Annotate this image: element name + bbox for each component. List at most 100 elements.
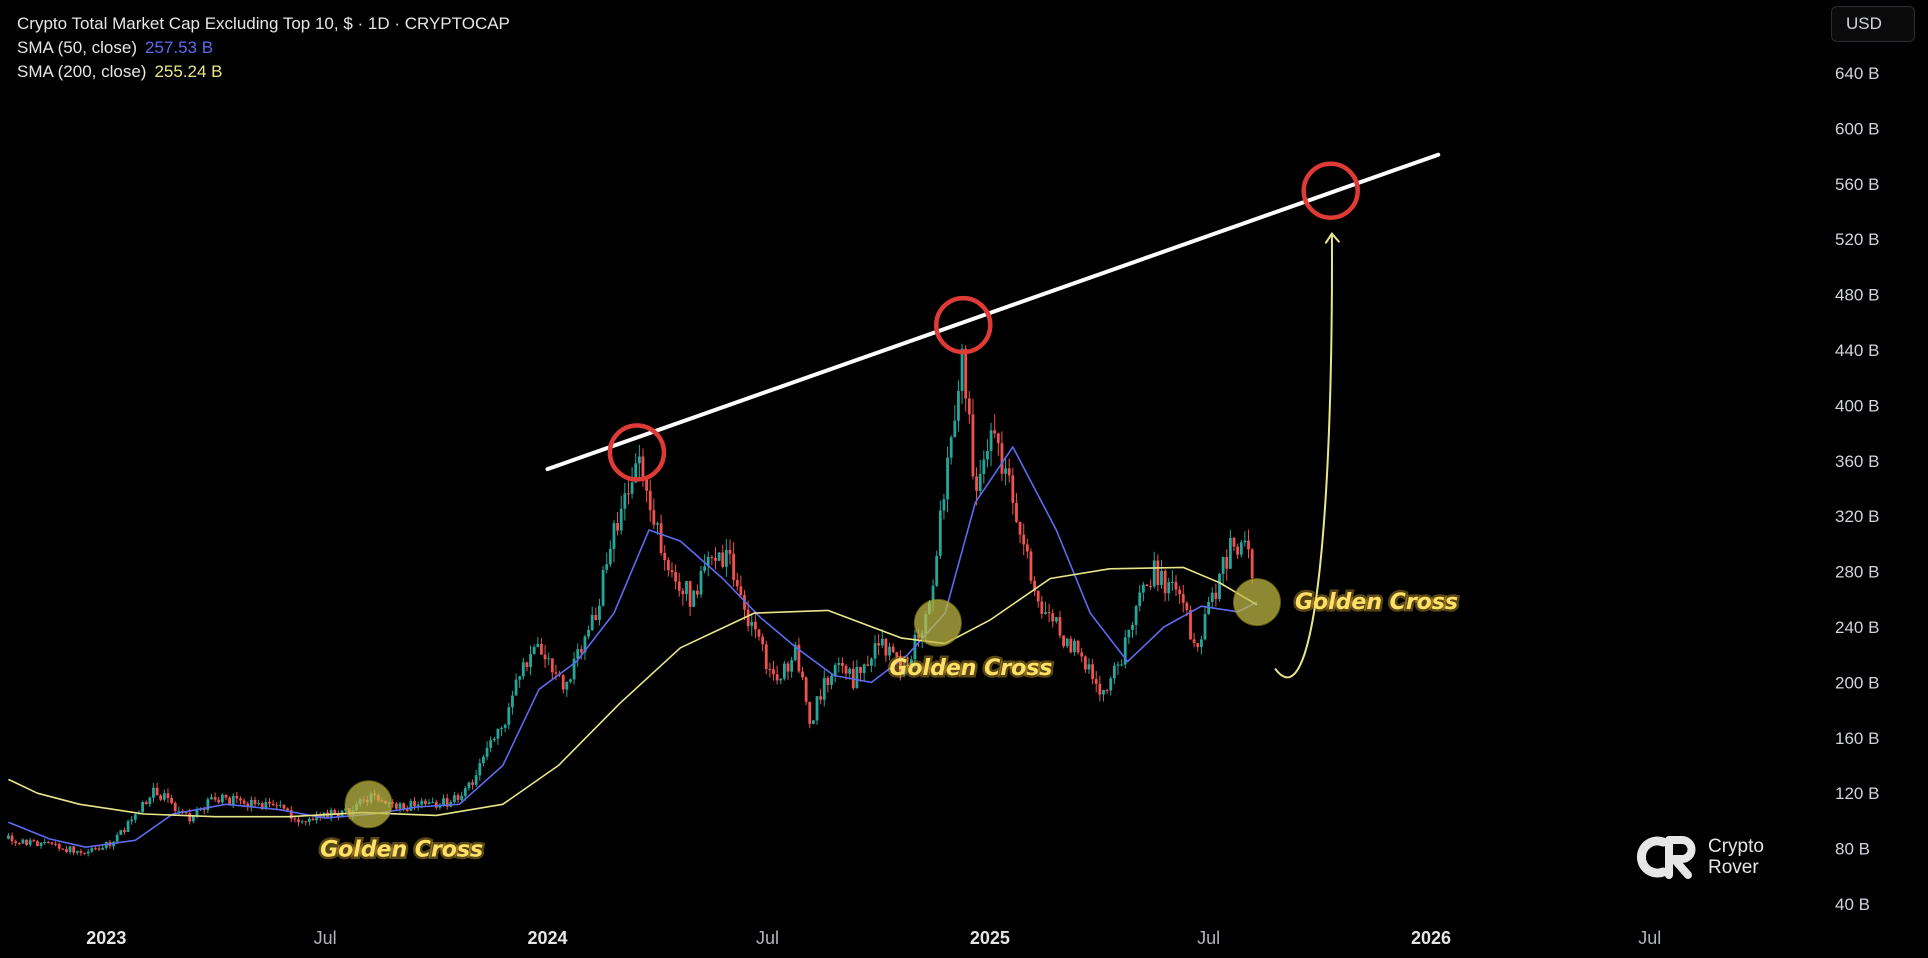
- candle: [300, 819, 304, 824]
- projection-arrow: [1274, 233, 1333, 679]
- candle: [986, 439, 989, 468]
- candle: [1087, 658, 1091, 674]
- y-tick-label: 80 B: [1835, 840, 1870, 859]
- x-tick-label: Jul: [1638, 928, 1661, 948]
- x-tick-label: 2025: [970, 928, 1010, 948]
- candle: [239, 796, 242, 805]
- candle: [1243, 531, 1247, 547]
- touch-circle: [1301, 161, 1360, 220]
- candle: [224, 794, 228, 801]
- candle: [862, 663, 866, 681]
- candle: [1145, 583, 1149, 587]
- candle: [677, 572, 681, 597]
- candle: [282, 804, 286, 811]
- candle: [772, 660, 775, 681]
- candle: [1058, 610, 1062, 639]
- candle: [782, 660, 786, 681]
- candle: [1236, 543, 1240, 559]
- candle: [507, 703, 511, 730]
- candle: [1152, 551, 1156, 589]
- candle: [28, 837, 32, 847]
- candle: [43, 838, 47, 845]
- candle: [938, 500, 942, 560]
- candle: [587, 625, 590, 640]
- candle: [1203, 606, 1207, 641]
- candle: [17, 842, 21, 846]
- candle: [242, 798, 246, 806]
- candle: [511, 690, 514, 715]
- candle: [409, 798, 413, 812]
- candle: [645, 479, 648, 503]
- candle: [590, 606, 594, 632]
- candle: [540, 638, 543, 655]
- candle: [191, 815, 195, 824]
- candle: [278, 800, 282, 809]
- candle: [652, 498, 656, 529]
- candle: [152, 782, 155, 803]
- candle: [235, 791, 239, 804]
- crypto-rover-logo-icon: [1637, 836, 1696, 879]
- candle: [732, 542, 736, 588]
- golden-cross-label: Golden Cross: [320, 837, 483, 862]
- currency-button[interactable]: USD: [1831, 6, 1915, 42]
- candle: [811, 719, 815, 725]
- candle: [1033, 576, 1036, 597]
- candle: [536, 637, 540, 648]
- candle: [1170, 570, 1174, 591]
- y-tick-label: 400 B: [1835, 396, 1879, 415]
- candle: [761, 633, 765, 652]
- price-axis[interactable]: [1818, 0, 1928, 958]
- golden-cross-label: Golden Cross: [889, 656, 1052, 681]
- candle: [391, 799, 395, 808]
- sma50-legend[interactable]: SMA (50, close) 257.53 B: [17, 36, 510, 60]
- candle: [1228, 529, 1232, 569]
- candle: [115, 832, 119, 844]
- candle: [39, 842, 43, 849]
- candle: [496, 728, 500, 745]
- candle: [438, 803, 442, 810]
- golden-cross-glow: Golden Cross: [889, 656, 1052, 681]
- candle: [424, 798, 427, 807]
- candle: [601, 565, 605, 607]
- candle: [90, 846, 94, 854]
- candle: [1199, 635, 1203, 655]
- candle: [86, 848, 90, 857]
- candle: [492, 737, 496, 743]
- candle: [119, 829, 123, 836]
- candle: [97, 846, 101, 852]
- candle: [706, 551, 710, 577]
- candle: [123, 827, 126, 835]
- time-axis[interactable]: [0, 918, 1818, 958]
- candle: [68, 845, 72, 855]
- candle: [130, 816, 134, 825]
- candle: [427, 799, 431, 805]
- candle: [170, 794, 173, 805]
- candle: [1112, 662, 1116, 685]
- resistance-trendline[interactable]: [545, 152, 1441, 472]
- candle: [753, 613, 757, 639]
- candle: [1040, 595, 1044, 619]
- sma200-legend[interactable]: SMA (200, close) 255.24 B: [17, 60, 510, 84]
- candle: [1218, 572, 1221, 602]
- candle: [1221, 556, 1225, 587]
- y-tick-label: 640 B: [1835, 64, 1879, 83]
- candle: [859, 666, 862, 682]
- candle: [474, 769, 478, 787]
- candle: [797, 637, 801, 674]
- candle: [65, 845, 68, 854]
- candle: [1174, 575, 1178, 596]
- candle: [779, 678, 783, 685]
- candle: [953, 405, 957, 438]
- candle: [619, 495, 623, 535]
- candle: [583, 634, 587, 660]
- candle: [1098, 675, 1102, 702]
- candle: [61, 848, 65, 851]
- candle: [804, 676, 808, 706]
- candle: [217, 796, 221, 805]
- candle: [1189, 605, 1192, 640]
- candle: [1007, 458, 1011, 483]
- candle: [971, 398, 975, 480]
- chart-title: Crypto Total Market Cap Excluding Top 10…: [17, 14, 510, 33]
- candle: [529, 645, 532, 676]
